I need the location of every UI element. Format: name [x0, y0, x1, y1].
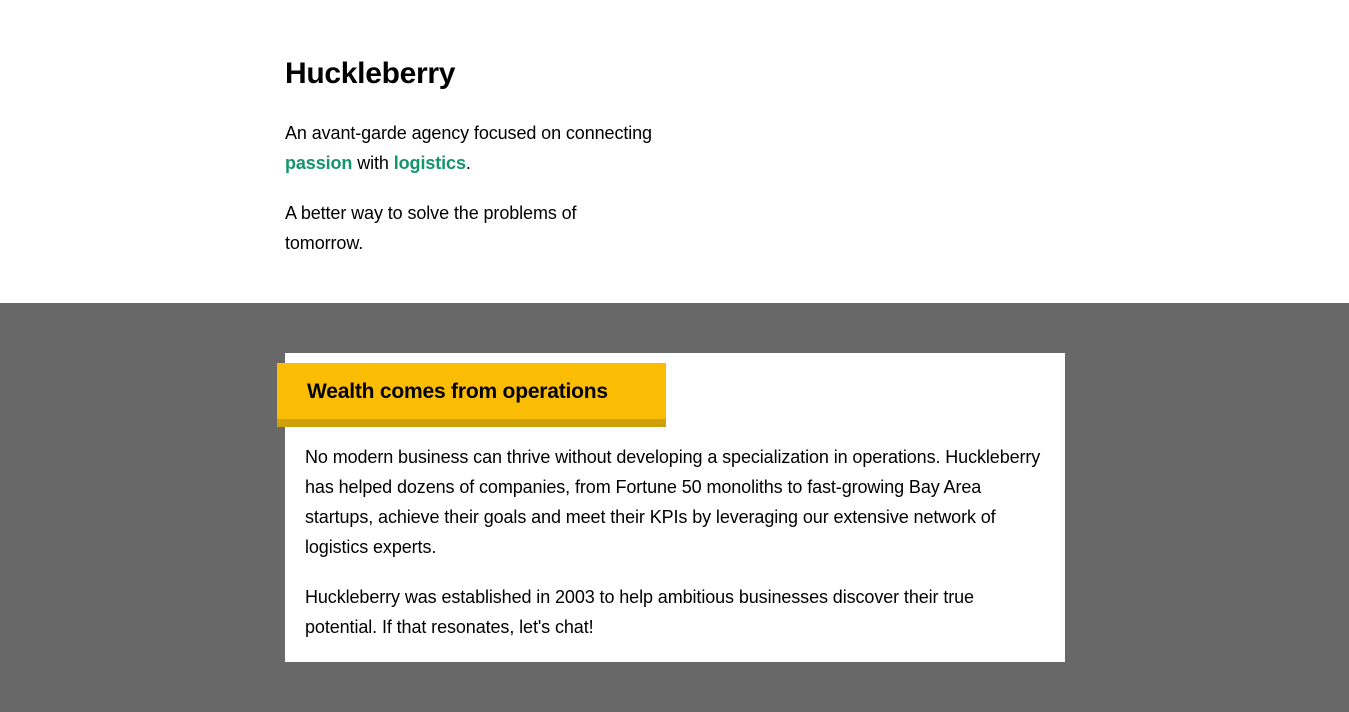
tagline-middle: with [352, 153, 394, 173]
card-heading-banner: Wealth comes from operations [277, 363, 666, 427]
operations-card: Wealth comes from operations No modern b… [277, 353, 1065, 662]
card-heading: Wealth comes from operations [307, 380, 608, 403]
tagline-highlight-logistics: logistics [393, 153, 466, 173]
tagline-highlight-passion: passion [285, 153, 353, 173]
card-paragraph-established: Huckleberry was established in 2003 to h… [305, 587, 974, 637]
hero-content: Huckleberry An avant-garde agency focuse… [285, 52, 695, 258]
hero-section: Huckleberry An avant-garde agency focuse… [0, 0, 1349, 303]
brand-title: Huckleberry [285, 57, 456, 90]
card-body: No modern business can thrive without de… [305, 442, 1045, 662]
subline: A better way to solve the problems of to… [285, 203, 577, 253]
tagline-prefix: An avant-garde agency focused on connect… [285, 123, 652, 143]
tagline: An avant-garde agency focused on connect… [285, 118, 695, 178]
card-paragraph-operations: No modern business can thrive without de… [305, 447, 1041, 557]
tagline-suffix: . [465, 153, 471, 173]
operations-band: Wealth comes from operations No modern b… [0, 303, 1349, 712]
